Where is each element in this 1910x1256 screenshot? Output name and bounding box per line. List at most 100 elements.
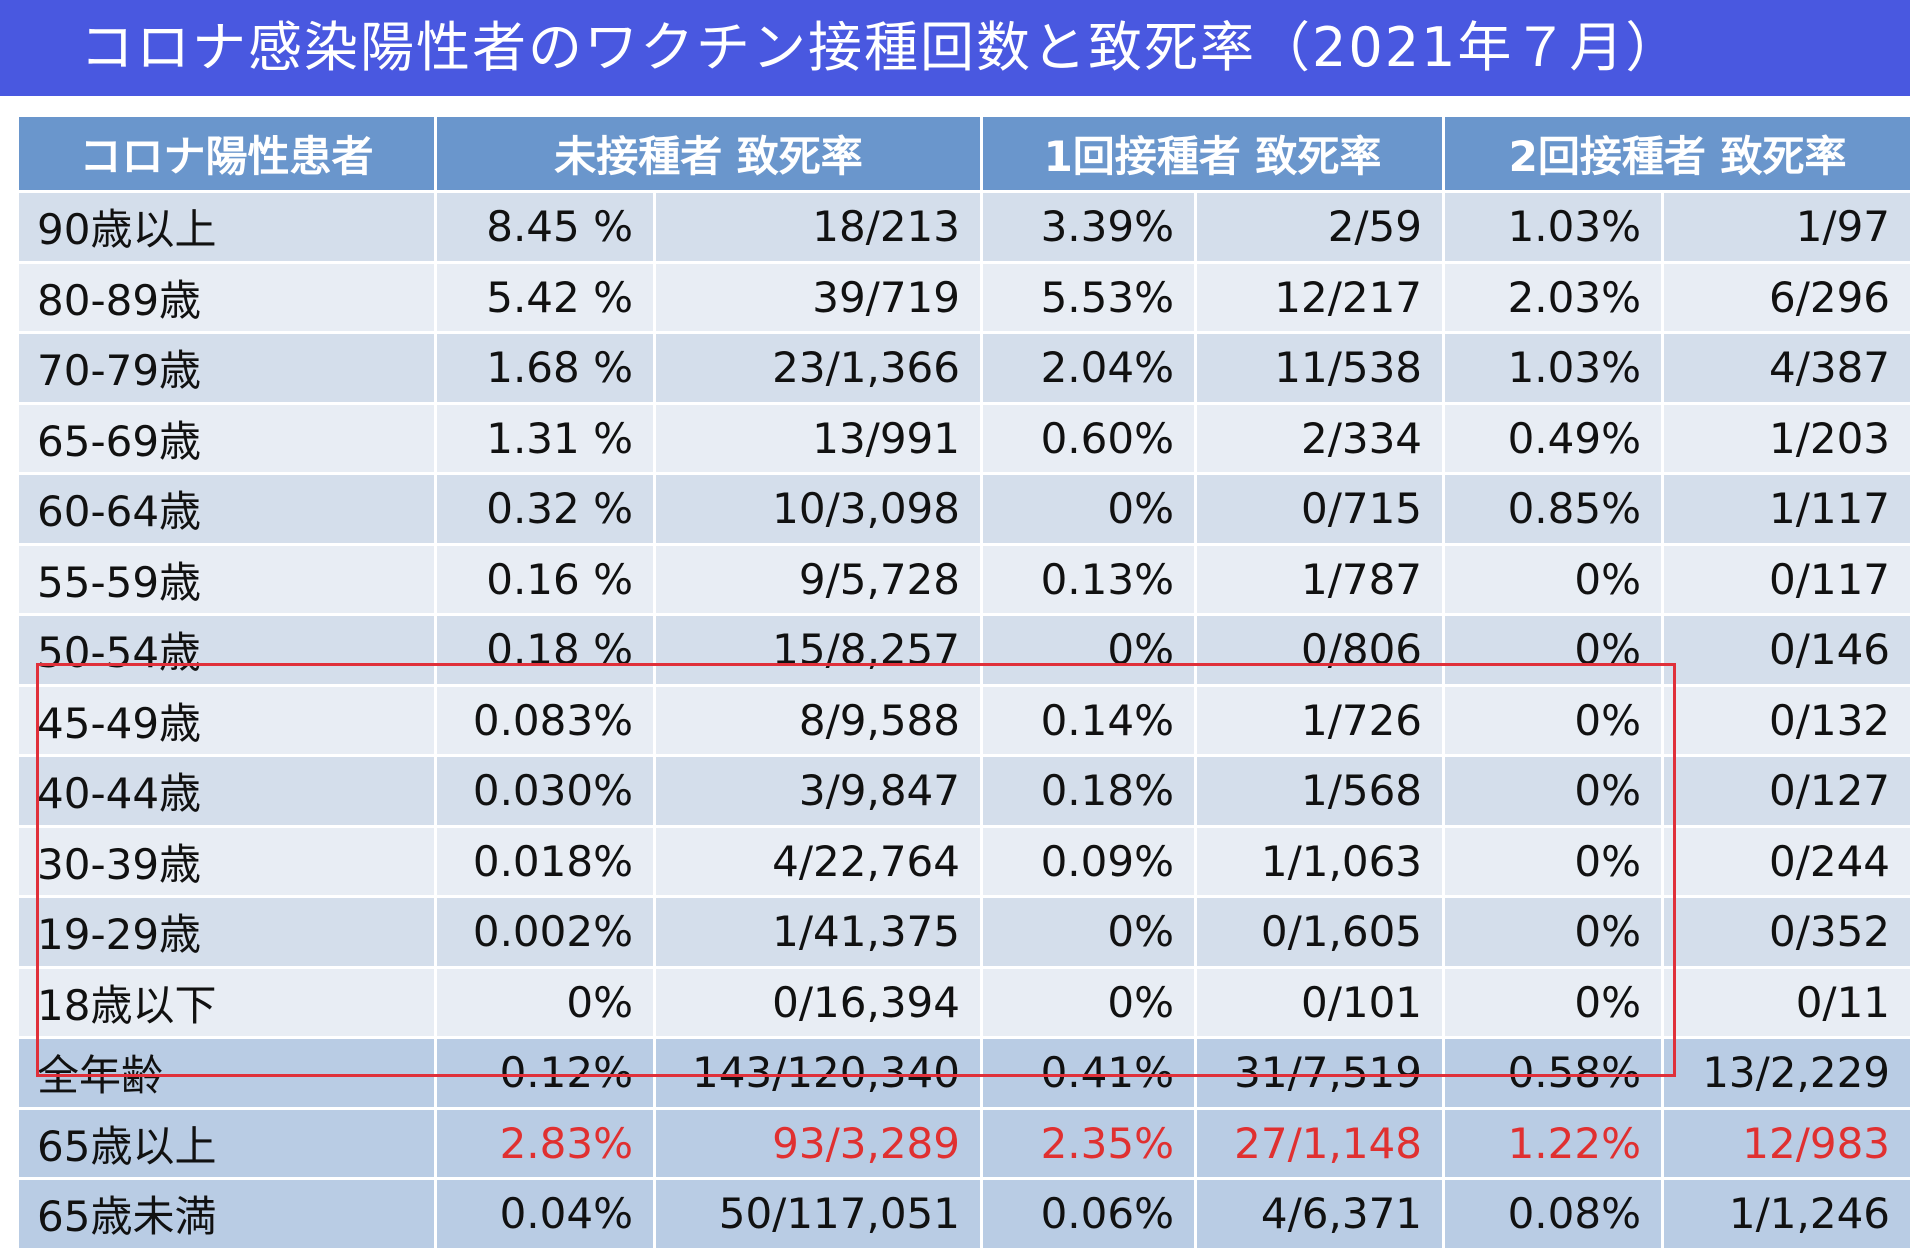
- age-group-cell: 65歳以上: [16, 1106, 437, 1180]
- two-dose-count-cell: 0/11: [1661, 965, 1910, 1039]
- unvaccinated-count-cell: 10/3,098: [653, 472, 983, 546]
- table-row: 18歳以下 0% 0/16,394 0% 0/101 0% 0/11: [16, 965, 1910, 1039]
- one-dose-count-cell: 31/7,519: [1193, 1036, 1446, 1110]
- one-dose-rate-cell: 0.41%: [980, 1036, 1197, 1110]
- table-row: 80-89歳 5.42 % 39/719 5.53% 12/217 2.03% …: [16, 260, 1910, 334]
- unvaccinated-count-cell: 1/41,375: [653, 895, 983, 969]
- one-dose-rate-cell: 3.39%: [980, 190, 1197, 264]
- one-dose-count-cell: 0/806: [1193, 613, 1446, 687]
- age-group-cell: 30-39歳: [16, 824, 437, 898]
- two-dose-count-cell: 0/117: [1661, 542, 1910, 616]
- two-dose-rate-cell: 0%: [1442, 613, 1665, 687]
- summary-row-65-plus: 65歳以上 2.83% 93/3,289 2.35% 27/1,148 1.22…: [16, 1106, 1910, 1180]
- two-dose-rate-cell: 1.22%: [1442, 1106, 1665, 1180]
- two-dose-count-cell: 0/132: [1661, 683, 1910, 757]
- unvaccinated-count-cell: 18/213: [653, 190, 983, 264]
- unvaccinated-rate-cell: 0.12%: [434, 1036, 656, 1110]
- two-dose-rate-cell: 0.08%: [1442, 1177, 1665, 1251]
- age-group-cell: 55-59歳: [16, 542, 437, 616]
- unvaccinated-count-cell: 8/9,588: [653, 683, 983, 757]
- age-group-cell: 80-89歳: [16, 260, 437, 334]
- unvaccinated-rate-cell: 0.18 %: [434, 613, 656, 687]
- unvaccinated-rate-cell: 1.31 %: [434, 401, 656, 475]
- unvaccinated-rate-cell: 0.04%: [434, 1177, 656, 1251]
- one-dose-rate-cell: 0.09%: [980, 824, 1197, 898]
- age-group-cell: 50-54歳: [16, 613, 437, 687]
- one-dose-count-cell: 0/101: [1193, 965, 1446, 1039]
- one-dose-rate-cell: 2.04%: [980, 331, 1197, 405]
- one-dose-count-cell: 0/1,605: [1193, 895, 1446, 969]
- unvaccinated-rate-cell: 5.42 %: [434, 260, 656, 334]
- one-dose-rate-cell: 0.06%: [980, 1177, 1197, 1251]
- one-dose-count-cell: 1/1,063: [1193, 824, 1446, 898]
- two-dose-rate-cell: 0.49%: [1442, 401, 1665, 475]
- unvaccinated-rate-cell: 8.45 %: [434, 190, 656, 264]
- two-dose-rate-cell: 0%: [1442, 965, 1665, 1039]
- two-dose-count-cell: 0/244: [1661, 824, 1910, 898]
- age-group-cell: 40-44歳: [16, 754, 437, 828]
- one-dose-rate-cell: 0.13%: [980, 542, 1197, 616]
- table-row: 45-49歳 0.083% 8/9,588 0.14% 1/726 0% 0/1…: [16, 683, 1910, 757]
- unvaccinated-count-cell: 0/16,394: [653, 965, 983, 1039]
- two-dose-count-cell: 1/203: [1661, 401, 1910, 475]
- two-dose-rate-cell: 0%: [1442, 542, 1665, 616]
- one-dose-count-cell: 1/726: [1193, 683, 1446, 757]
- unvaccinated-rate-cell: 0.16 %: [434, 542, 656, 616]
- one-dose-rate-cell: 0%: [980, 613, 1197, 687]
- unvaccinated-count-cell: 39/719: [653, 260, 983, 334]
- table-row: 50-54歳 0.18 % 15/8,257 0% 0/806 0% 0/146: [16, 613, 1910, 687]
- unvaccinated-rate-cell: 1.68 %: [434, 331, 656, 405]
- summary-row-all-ages: 全年齢 0.12% 143/120,340 0.41% 31/7,519 0.5…: [16, 1036, 1910, 1110]
- two-dose-count-cell: 6/296: [1661, 260, 1910, 334]
- age-group-cell: 90歳以上: [16, 190, 437, 264]
- two-dose-rate-cell: 0.85%: [1442, 472, 1665, 546]
- table-row: 40-44歳 0.030% 3/9,847 0.18% 1/568 0% 0/1…: [16, 754, 1910, 828]
- unvaccinated-count-cell: 4/22,764: [653, 824, 983, 898]
- two-dose-rate-cell: 1.03%: [1442, 331, 1665, 405]
- table-row: 60-64歳 0.32 % 10/3,098 0% 0/715 0.85% 1/…: [16, 472, 1910, 546]
- table-row: 55-59歳 0.16 % 9/5,728 0.13% 1/787 0% 0/1…: [16, 542, 1910, 616]
- table-row: 19-29歳 0.002% 1/41,375 0% 0/1,605 0% 0/3…: [16, 895, 1910, 969]
- two-dose-count-cell: 1/97: [1661, 190, 1910, 264]
- one-dose-rate-cell: 0%: [980, 965, 1197, 1039]
- two-dose-rate-cell: 0%: [1442, 683, 1665, 757]
- two-dose-count-cell: 1/117: [1661, 472, 1910, 546]
- two-dose-count-cell: 0/352: [1661, 895, 1910, 969]
- table-row: 70-79歳 1.68 % 23/1,366 2.04% 11/538 1.03…: [16, 331, 1910, 405]
- age-group-cell: 45-49歳: [16, 683, 437, 757]
- fatality-table-container: コロナ陽性患者 未接種者 致死率 1回接種者 致死率 2回接種者 致死率 90歳…: [16, 114, 1910, 1252]
- unvaccinated-count-cell: 23/1,366: [653, 331, 983, 405]
- age-group-cell: 18歳以下: [16, 965, 437, 1039]
- unvaccinated-count-cell: 50/117,051: [653, 1177, 983, 1251]
- unvaccinated-count-cell: 93/3,289: [653, 1106, 983, 1180]
- age-group-cell: 全年齢: [16, 1036, 437, 1110]
- unvaccinated-count-cell: 15/8,257: [653, 613, 983, 687]
- age-group-cell: 70-79歳: [16, 331, 437, 405]
- two-dose-rate-cell: 0%: [1442, 754, 1665, 828]
- unvaccinated-rate-cell: 2.83%: [434, 1106, 656, 1180]
- two-dose-count-cell: 12/983: [1661, 1106, 1910, 1180]
- header-unvaccinated: 未接種者 致死率: [434, 114, 983, 193]
- unvaccinated-rate-cell: 0.32 %: [434, 472, 656, 546]
- two-dose-rate-cell: 2.03%: [1442, 260, 1665, 334]
- two-dose-count-cell: 0/146: [1661, 613, 1910, 687]
- two-dose-rate-cell: 1.03%: [1442, 190, 1665, 264]
- two-dose-count-cell: 0/127: [1661, 754, 1910, 828]
- table-row: 90歳以上 8.45 % 18/213 3.39% 2/59 1.03% 1/9…: [16, 190, 1910, 264]
- table-header-row: コロナ陽性患者 未接種者 致死率 1回接種者 致死率 2回接種者 致死率: [16, 114, 1910, 193]
- summary-row-under-65: 65歳未満 0.04% 50/117,051 0.06% 4/6,371 0.0…: [16, 1177, 1910, 1251]
- two-dose-rate-cell: 0%: [1442, 895, 1665, 969]
- age-group-cell: 19-29歳: [16, 895, 437, 969]
- unvaccinated-count-cell: 143/120,340: [653, 1036, 983, 1110]
- two-dose-rate-cell: 0.58%: [1442, 1036, 1665, 1110]
- one-dose-count-cell: 12/217: [1193, 260, 1446, 334]
- one-dose-rate-cell: 0.18%: [980, 754, 1197, 828]
- one-dose-count-cell: 1/568: [1193, 754, 1446, 828]
- one-dose-count-cell: 2/59: [1193, 190, 1446, 264]
- one-dose-rate-cell: 2.35%: [980, 1106, 1197, 1180]
- one-dose-count-cell: 11/538: [1193, 331, 1446, 405]
- table-row: 30-39歳 0.018% 4/22,764 0.09% 1/1,063 0% …: [16, 824, 1910, 898]
- one-dose-count-cell: 0/715: [1193, 472, 1446, 546]
- header-patient: コロナ陽性患者: [16, 114, 437, 193]
- unvaccinated-count-cell: 9/5,728: [653, 542, 983, 616]
